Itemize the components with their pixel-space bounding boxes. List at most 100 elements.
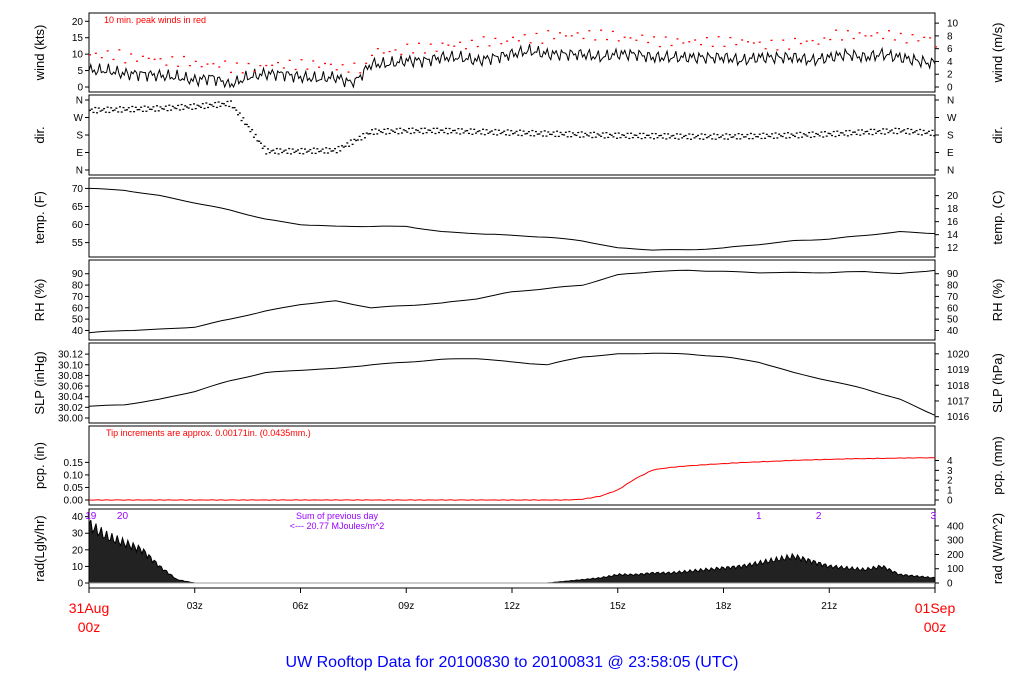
pcp-ytick-label: 0.05 xyxy=(64,483,84,494)
dir-point xyxy=(860,129,863,131)
dir-point xyxy=(386,128,389,130)
dir-point xyxy=(912,132,915,134)
pcp-ytick-label: 0.10 xyxy=(64,470,84,481)
dir-point xyxy=(744,136,747,138)
wind-peak-point xyxy=(835,29,838,31)
dir-point xyxy=(531,129,534,132)
dir-point xyxy=(586,134,589,136)
dir-point xyxy=(101,109,104,111)
wind-peak-point xyxy=(564,35,567,37)
dir-point xyxy=(538,133,541,135)
dir-point xyxy=(875,132,878,134)
wind-peak-point xyxy=(476,45,479,48)
dir-point xyxy=(467,132,470,135)
wind-peak-point xyxy=(829,38,832,41)
dir-point xyxy=(252,136,255,138)
wind-peak-point xyxy=(94,52,97,54)
dir-point xyxy=(423,127,426,129)
dir-point xyxy=(679,133,682,135)
wind-peak-point xyxy=(729,36,732,39)
dir-point xyxy=(737,133,740,135)
temp-ytick-label: 70 xyxy=(72,184,84,195)
dir-point xyxy=(517,134,520,136)
chart-title: UW Rooftop Data for 20100830 to 20100831… xyxy=(286,654,739,671)
rad-ytick-label: 10 xyxy=(72,562,84,573)
wind-peak-point xyxy=(923,36,926,38)
dir-point xyxy=(462,132,465,134)
dir-point xyxy=(647,134,650,137)
dir-point xyxy=(801,136,804,138)
rad-ytick-right-label: 300 xyxy=(947,536,964,547)
dir-point xyxy=(288,147,291,150)
dir-point xyxy=(603,137,606,139)
dir-point xyxy=(896,132,899,135)
dir-point xyxy=(141,110,144,113)
dir-point xyxy=(568,130,571,133)
dir-point xyxy=(850,133,853,136)
dir-point xyxy=(563,134,566,136)
dir-point xyxy=(799,131,802,134)
dir-ylabel: dir. xyxy=(32,126,47,143)
dir-point xyxy=(182,108,185,111)
dir-point xyxy=(490,130,493,132)
dir-point xyxy=(686,137,689,140)
wind-ytick-right-label: 0 xyxy=(947,83,953,94)
dir-point xyxy=(778,133,781,135)
dir-point xyxy=(541,135,544,137)
dir-point xyxy=(103,108,106,110)
wind-ytick-right-label: 4 xyxy=(947,57,953,68)
dir-point xyxy=(658,135,661,137)
dir-point xyxy=(245,123,248,126)
dir-point xyxy=(240,119,243,122)
wind-peak-point xyxy=(282,67,285,69)
x-tick-label: 03z xyxy=(187,601,203,612)
dir-point xyxy=(591,136,594,139)
wind-peak-point xyxy=(594,39,597,41)
dir-point xyxy=(755,135,758,138)
dir-point xyxy=(268,151,271,154)
dir-point xyxy=(698,138,701,140)
dir-point xyxy=(185,106,188,108)
dir-point xyxy=(404,130,407,132)
wind-peak-point xyxy=(570,35,573,37)
dir-point xyxy=(661,137,664,139)
dir-point xyxy=(270,150,273,152)
dir-point xyxy=(184,105,187,107)
dir-point xyxy=(818,135,821,137)
temp-ytick-right-label: 18 xyxy=(947,204,959,215)
wind-peak-point xyxy=(776,49,779,51)
wind-peak-point xyxy=(371,54,373,57)
dir-point xyxy=(106,106,109,108)
rh-ytick-label: 70 xyxy=(72,292,84,303)
dir-point xyxy=(148,108,151,110)
dir-point xyxy=(549,133,552,135)
dir-point xyxy=(443,131,446,134)
dir-point xyxy=(180,103,183,106)
rh-series-line xyxy=(88,269,936,334)
dir-point xyxy=(346,142,349,144)
dir-point xyxy=(163,108,166,110)
dir-point xyxy=(194,107,197,110)
dir-point xyxy=(808,131,811,134)
dir-point xyxy=(727,138,730,140)
wind-ylabel-right: wind (m/s) xyxy=(990,23,1005,84)
rh-ytick-right-label: 70 xyxy=(947,292,959,303)
dir-ytick-right-label: W xyxy=(947,113,957,124)
rad-ytick-label: 30 xyxy=(72,529,84,540)
wind-peak-point xyxy=(770,39,773,41)
wind-peak-point xyxy=(676,38,679,40)
wind-peak-point xyxy=(529,42,532,44)
dir-point xyxy=(908,133,911,135)
dir-point xyxy=(318,150,321,153)
wind-peak-point xyxy=(265,64,268,67)
dir-point xyxy=(905,132,908,134)
dir-point xyxy=(374,128,377,130)
dir-point xyxy=(644,137,647,139)
x-tick-label: 12z xyxy=(504,601,520,612)
dir-point xyxy=(164,105,167,107)
temp-frame xyxy=(88,177,936,258)
dir-point xyxy=(619,136,622,139)
wind-peak-point xyxy=(541,42,544,44)
dir-point xyxy=(453,129,456,132)
